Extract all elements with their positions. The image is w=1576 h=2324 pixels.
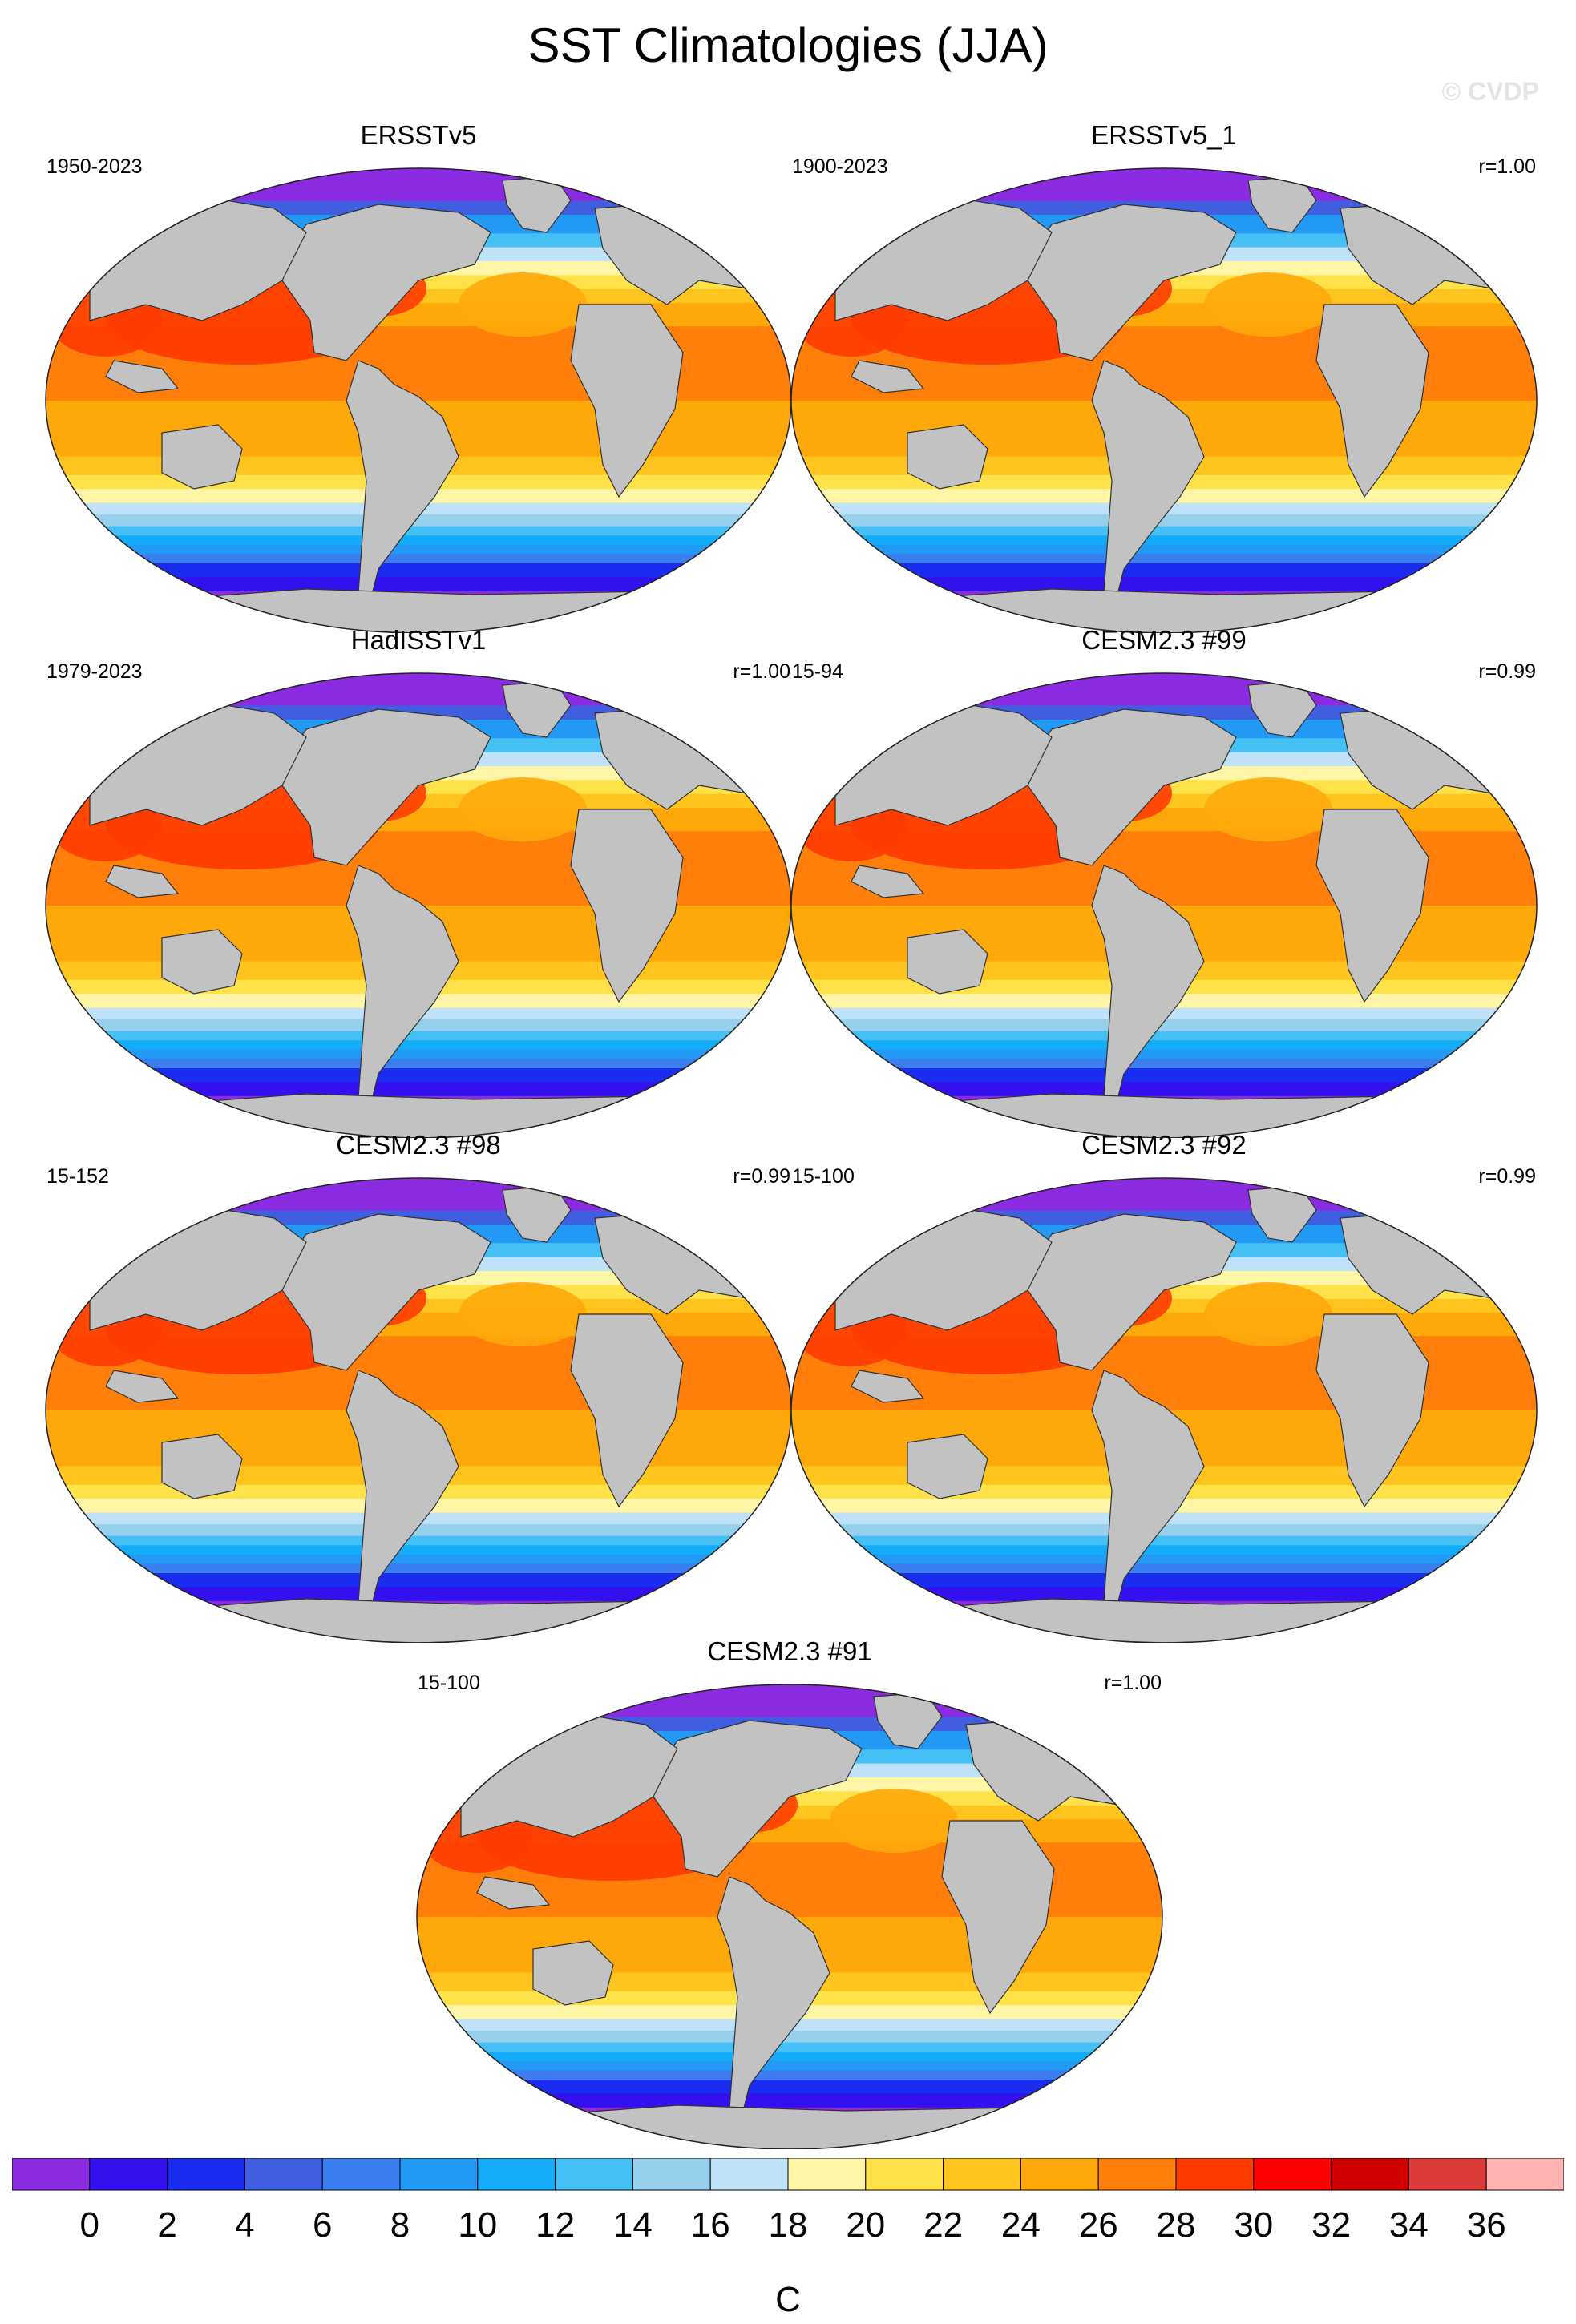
colorbar-tick-label: 4 <box>235 2205 254 2245</box>
colorbar-segment <box>1408 2158 1487 2191</box>
panel-period: 1900-2023 <box>792 155 888 178</box>
panel-title: CESM2.3 #98 <box>336 1130 501 1160</box>
panel-correlation: r=0.99 <box>733 1165 790 1188</box>
sst-map <box>416 1684 1163 2149</box>
colorbar-segment <box>865 2158 944 2191</box>
colorbar-segment <box>943 2158 1021 2191</box>
colorbar-segment <box>89 2158 168 2191</box>
sst-map <box>45 167 792 633</box>
map-panel-cesm-92: CESM2.3 #92 15-100 r=0.99 <box>787 1130 1541 1643</box>
colorbar-segment <box>12 2158 91 2191</box>
panel-correlation: r=1.00 <box>733 660 790 683</box>
panel-period: 15-94 <box>792 660 843 683</box>
map-panel-cesm-98: CESM2.3 #98 15-152 r=0.99 <box>42 1130 795 1643</box>
panel-correlation: r=0.99 <box>1478 1165 1536 1188</box>
colorbar-segment <box>477 2158 556 2191</box>
panel-period: 15-100 <box>418 1672 480 1694</box>
panel-title: CESM2.3 #91 <box>707 1636 872 1666</box>
sst-map <box>45 1177 792 1643</box>
colorbar-segment <box>321 2158 401 2191</box>
map-panel-hadisstv1: HadISSTv1 1979-2023 r=1.00 <box>42 625 795 1138</box>
colorbar-segment <box>1485 2158 1564 2191</box>
panel-title: ERSSTv5 <box>360 120 477 150</box>
colorbar-tick-label: 28 <box>1157 2205 1196 2245</box>
colorbar-tick-label: 12 <box>535 2205 575 2245</box>
panel-title: HadISSTv1 <box>350 625 487 655</box>
colorbar-segment <box>244 2158 323 2191</box>
panel-period: 15-100 <box>792 1165 855 1188</box>
panel-period: 15-152 <box>46 1165 109 1188</box>
colorbar-tick-label: 24 <box>1001 2205 1041 2245</box>
colorbar-unit-label: C <box>775 2280 801 2319</box>
map-panel-cesm-99: CESM2.3 #99 15-94 r=0.99 <box>787 625 1541 1138</box>
colorbar-tick-label: 14 <box>613 2205 653 2245</box>
figure-title: SST Climatologies (JJA) <box>527 18 1049 72</box>
colorbar-tick-label: 2 <box>157 2205 176 2245</box>
panel-title: ERSSTv5_1 <box>1091 120 1237 150</box>
map-panel-ersstv5-1: ERSSTv5_1 1900-2023 r=1.00 <box>787 120 1541 633</box>
colorbar-segment <box>709 2158 789 2191</box>
colorbar-segment <box>1175 2158 1255 2191</box>
colorbar-segment <box>632 2158 711 2191</box>
colorbar-tick-label: 8 <box>390 2205 410 2245</box>
cvdp-watermark: © CVDP <box>1441 77 1539 106</box>
colorbar-tick-label: 30 <box>1234 2205 1273 2245</box>
colorbar-segment <box>1020 2158 1099 2191</box>
sst-map <box>790 167 1538 633</box>
colorbar: 0 2 4 6 8 10 12 14 16 18 20 22 24 26 28 30 32 34 36 <box>12 2158 1564 2245</box>
panel-period: 1979-2023 <box>46 660 143 683</box>
colorbar-tick-label: 22 <box>923 2205 963 2245</box>
colorbar-segment <box>1331 2158 1409 2191</box>
map-panel-cesm-91: CESM2.3 #91 15-100 r=1.00 <box>413 1636 1166 2149</box>
colorbar-tick-label: 36 <box>1467 2205 1506 2245</box>
colorbar-tick-label: 32 <box>1311 2205 1351 2245</box>
colorbar-segment <box>399 2158 479 2191</box>
colorbar-segment <box>555 2158 633 2191</box>
colorbar-segment <box>167 2158 245 2191</box>
colorbar-tick-label: 6 <box>313 2205 332 2245</box>
colorbar-segment <box>1253 2158 1332 2191</box>
colorbar-tick-label: 16 <box>691 2205 730 2245</box>
colorbar-tick-label: 20 <box>846 2205 885 2245</box>
colorbar-tick-label: 26 <box>1079 2205 1118 2245</box>
panel-title: CESM2.3 #99 <box>1081 625 1247 655</box>
panel-correlation: r=1.00 <box>1104 1672 1162 1694</box>
panel-correlation: r=1.00 <box>1478 155 1536 178</box>
colorbar-tick-label: 18 <box>769 2205 808 2245</box>
sst-map <box>45 672 792 1138</box>
sst-map <box>790 672 1538 1138</box>
map-panel-ersstv5: ERSSTv5 1950-2023 <box>42 120 795 633</box>
colorbar-segment <box>1097 2158 1177 2191</box>
colorbar-tick-label: 0 <box>80 2205 99 2245</box>
colorbar-tick-label: 10 <box>458 2205 497 2245</box>
sst-map <box>790 1177 1538 1643</box>
colorbar-tick-label: 34 <box>1389 2205 1429 2245</box>
panel-period: 1950-2023 <box>46 155 143 178</box>
panel-correlation: r=0.99 <box>1478 660 1536 683</box>
panel-title: CESM2.3 #92 <box>1081 1130 1247 1160</box>
colorbar-segment <box>787 2158 867 2191</box>
